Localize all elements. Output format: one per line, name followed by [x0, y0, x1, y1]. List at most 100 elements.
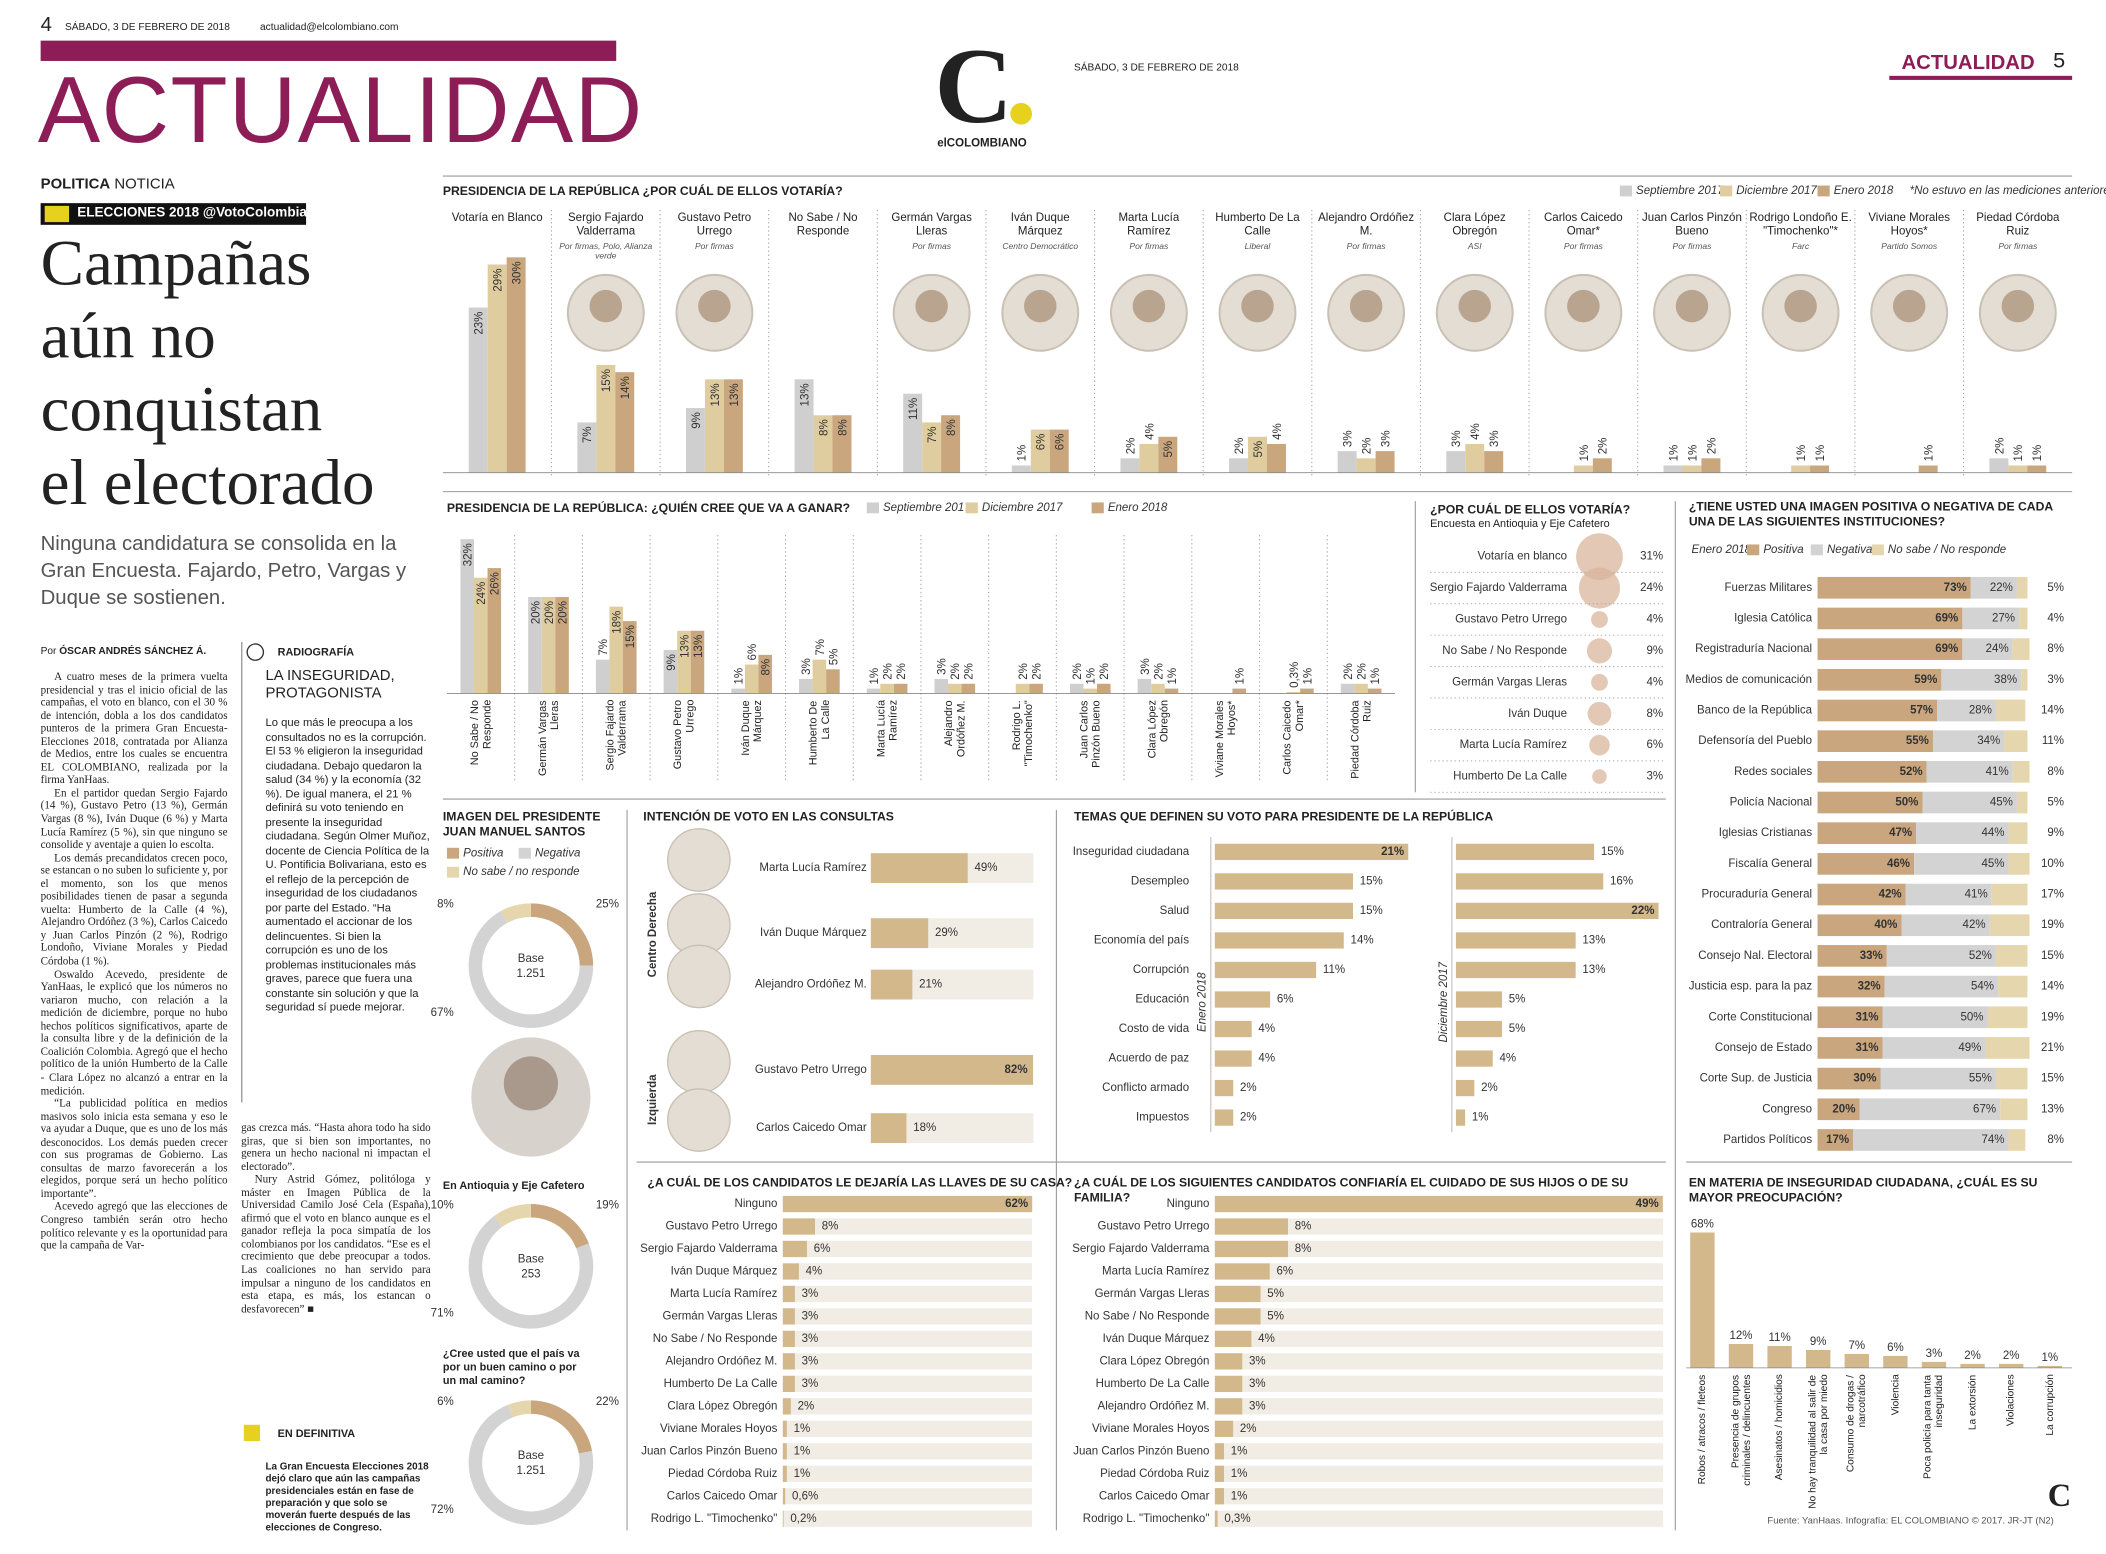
value-label: 1%: [1668, 445, 1680, 462]
value-label: 1%: [1472, 1112, 1489, 1124]
paragraph: “La publicidad política en medios masivo…: [40, 1097, 228, 1200]
bar: [758, 654, 772, 694]
value-label: 6%: [1276, 1266, 1293, 1278]
category-label: Gustavo Petro Urrego: [1098, 1221, 1210, 1233]
category-label: Corte Constitucional: [1709, 1011, 1813, 1023]
legend-swatch: [965, 502, 978, 514]
category-label: Rodrigo L. "Timochenko": [651, 1513, 778, 1525]
value-label: 11%: [908, 398, 920, 420]
legend-swatch: [1747, 544, 1760, 556]
bar-segment: [1962, 607, 2020, 630]
bar: [2008, 465, 2028, 473]
bar-segment: [1882, 1037, 1986, 1059]
bar: [1214, 1308, 1261, 1325]
bar-segment: [1995, 945, 2028, 967]
value-label: 50%: [1895, 797, 1918, 809]
bar-segment: [1985, 1037, 2030, 1059]
bar: [903, 393, 923, 473]
category-label: Iglesias Cristianas: [1719, 827, 1813, 839]
value-label: 2%: [1706, 438, 1718, 455]
bar-track: [782, 1488, 1033, 1505]
value-label: 5%: [1267, 1288, 1284, 1300]
value-label: 1%: [1086, 668, 1098, 685]
donut-segment: [530, 1400, 593, 1454]
bar: [870, 918, 929, 949]
bar: [1214, 843, 1409, 861]
bar: [474, 577, 488, 694]
value-label: 4%: [1144, 423, 1156, 440]
value-label: 17%: [1826, 1134, 1849, 1146]
value-label: 4%: [1258, 1333, 1275, 1345]
value-label: 3%: [802, 1355, 819, 1367]
value-label: 3%: [1451, 430, 1463, 447]
bar-segment: [1817, 945, 1887, 967]
value-label: 19%: [2041, 1011, 2064, 1023]
bar: [893, 683, 908, 694]
value-label: 4%: [2047, 613, 2064, 625]
bar: [1214, 1195, 1663, 1213]
value-label: 42%: [1879, 889, 1902, 901]
bar: [622, 621, 637, 694]
section-title: ACTUALIDAD: [1901, 51, 2035, 75]
bar-segment: [2008, 853, 2030, 875]
legend-swatch: [1091, 502, 1104, 514]
candidate-photo-head: [698, 289, 731, 323]
bar: [941, 415, 961, 473]
bubble: [1586, 638, 1613, 664]
legend-swatch: [446, 847, 460, 859]
category-label: Inseguridad ciudadana: [1073, 846, 1190, 858]
party: Partido Somos: [1881, 242, 1938, 252]
bar: [1214, 1375, 1243, 1392]
bar-segment: [1884, 975, 1999, 998]
rule: [241, 641, 243, 1103]
bar: [1214, 1510, 1218, 1527]
bar: [1011, 465, 1031, 473]
value-label: 57%: [1910, 705, 1933, 717]
legend-swatch: [1810, 544, 1823, 556]
value-label: 5%: [1509, 994, 1526, 1006]
bar: [782, 1398, 791, 1415]
bar-segment: [1817, 1098, 1860, 1121]
category-label: Gustavo Petro Urrego: [1455, 614, 1567, 626]
bar-segment: [1817, 883, 1906, 906]
value-label: 5%: [2047, 582, 2064, 594]
date: SÁBADO, 3 DE FEBRERO DE 2018: [1073, 60, 1239, 74]
bar: [1069, 683, 1084, 694]
bar: [782, 1510, 784, 1527]
category-label: Consejo de Estado: [1715, 1042, 1812, 1054]
bar: [1682, 465, 1702, 473]
value-label: 52%: [1969, 950, 1992, 962]
category-label: Iglesia Católica: [1734, 613, 1813, 625]
logo-dot: [1010, 102, 1033, 125]
value-label: 3%: [802, 1333, 819, 1345]
value-label: 17%: [2041, 889, 2064, 901]
value-label: 30%: [512, 261, 524, 284]
value-label: 8%: [837, 419, 849, 436]
bar: [782, 1353, 795, 1370]
base-label: Base: [518, 1450, 544, 1462]
kicker-section: POLITICA: [40, 176, 111, 193]
chart-title: INTENCIÓN DE VOTO EN LAS CONSULTAS: [643, 809, 894, 824]
candidate-photo-head: [1784, 289, 1817, 323]
candidate-photo-head: [1349, 289, 1383, 323]
bar: [870, 1113, 907, 1144]
category-label: Contraloría General: [1711, 919, 1812, 931]
bar: [799, 678, 813, 694]
byline: Por ÓSCAR ANDRÉS SÁNCHEZ Á.: [41, 645, 207, 657]
bar: [704, 379, 724, 473]
bar: [782, 1375, 795, 1392]
base-value: 1.251: [517, 968, 546, 980]
bar-track: [782, 1375, 1033, 1392]
bar: [1918, 465, 1938, 473]
value-label: 31%: [1856, 1011, 1879, 1023]
value-label: 28%: [1969, 705, 1992, 717]
donut-segment: [507, 1400, 531, 1418]
bar-track: [782, 1420, 1033, 1437]
bar: [1214, 1488, 1224, 1505]
value-label: 1%: [1924, 445, 1936, 462]
bar: [1810, 465, 1830, 473]
bar: [782, 1330, 795, 1348]
category-label: Humberto De La Calle: [1453, 771, 1567, 783]
bar: [1356, 458, 1376, 473]
bar: [782, 1488, 786, 1505]
